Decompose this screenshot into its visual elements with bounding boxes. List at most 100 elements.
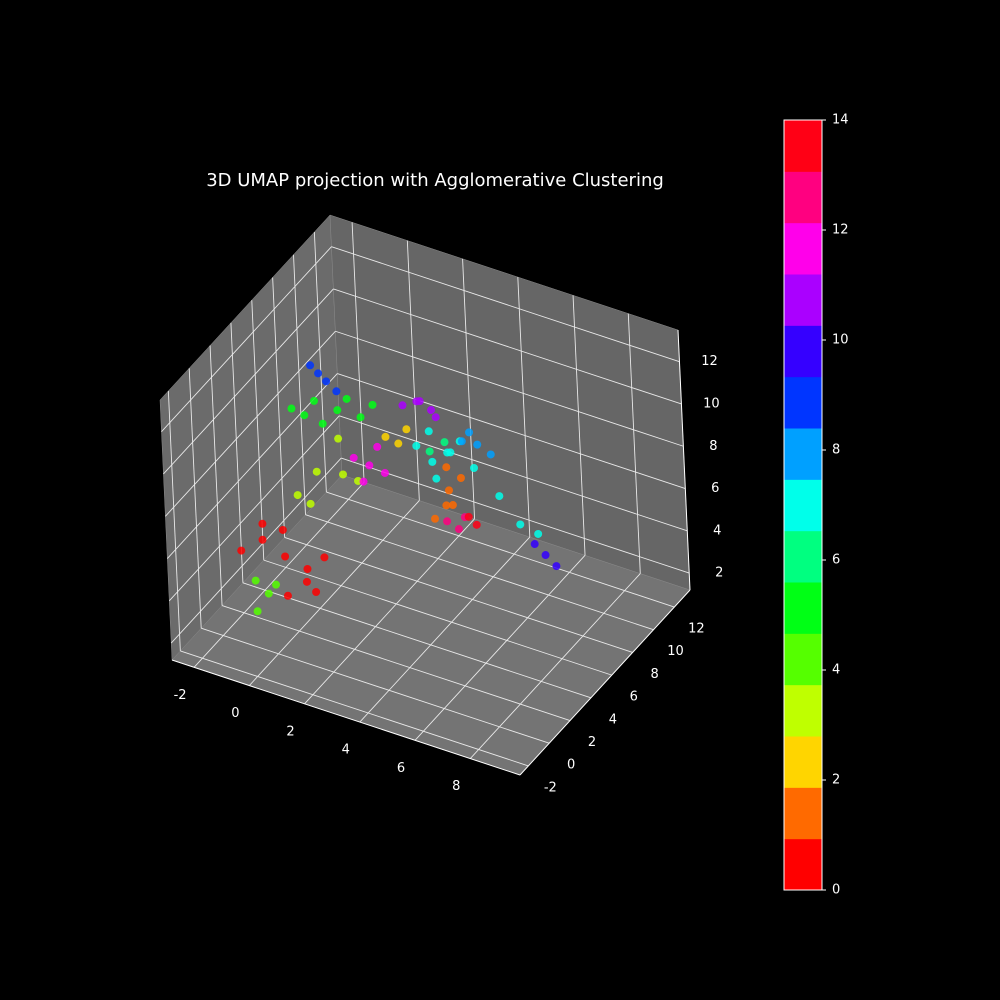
data-point — [486, 450, 495, 459]
colorbar-frame — [783, 119, 823, 891]
grid-line — [165, 330, 336, 517]
data-point — [381, 432, 390, 441]
grid-line — [414, 555, 586, 741]
colorbar-segment — [784, 838, 822, 891]
grid-line — [251, 300, 265, 561]
colorbar-tick-label: 14 — [832, 113, 849, 128]
data-point — [448, 501, 457, 510]
grid-line — [163, 288, 334, 475]
grid-line — [180, 650, 529, 767]
y-tick-label: 0 — [567, 758, 575, 773]
data-point — [293, 491, 302, 500]
data-point — [402, 425, 411, 434]
grid-line — [221, 605, 571, 721]
grid-line — [305, 514, 654, 631]
x-tick-label: 2 — [286, 724, 294, 739]
grid-line — [469, 573, 641, 759]
grid-line — [359, 536, 531, 723]
colorbar-tick-label: 2 — [832, 773, 840, 788]
data-point — [332, 387, 341, 396]
data-point — [281, 552, 290, 561]
data-point — [425, 447, 434, 456]
grid-line — [627, 313, 641, 574]
data-point — [306, 499, 315, 508]
data-point — [431, 514, 440, 523]
data-point — [237, 546, 246, 555]
data-point — [473, 440, 482, 449]
colorbar-segment — [784, 120, 822, 172]
y-tick-label: 12 — [688, 622, 705, 637]
data-point — [287, 404, 296, 413]
grid-line — [209, 345, 223, 606]
y-tick-label: -2 — [544, 780, 557, 795]
y-tick-label: 10 — [667, 644, 684, 659]
x-tick-label: -2 — [174, 688, 187, 703]
colorbar-tick-label: 12 — [832, 223, 849, 238]
colorbar-segment — [784, 428, 822, 480]
data-point — [258, 535, 267, 544]
data-point — [456, 474, 465, 483]
colorbar-segment — [784, 684, 822, 737]
data-point — [349, 453, 358, 462]
colorbar-tick-label: 4 — [832, 663, 840, 678]
data-point — [356, 413, 365, 422]
grid-line — [313, 232, 327, 493]
data-point — [428, 457, 437, 466]
data-point — [314, 369, 323, 378]
grid-line — [168, 415, 340, 602]
data-point — [258, 519, 267, 528]
x-tick-label: 8 — [452, 779, 460, 794]
data-point — [380, 468, 389, 477]
data-point — [398, 401, 407, 410]
data-point — [534, 529, 543, 538]
colorbar-segment — [784, 530, 822, 583]
colorbar-tick-label: 8 — [832, 443, 840, 458]
grid-line — [326, 491, 675, 608]
data-point — [444, 486, 453, 495]
y-tick-label: 8 — [650, 667, 658, 682]
data-point — [312, 588, 321, 597]
data-point — [306, 361, 315, 370]
grid-line — [166, 373, 338, 559]
z-tick-label: 10 — [703, 396, 720, 411]
y-tick-label: 2 — [588, 735, 596, 750]
data-point — [552, 562, 561, 571]
colorbar-segment — [784, 479, 822, 532]
grid-line — [339, 415, 688, 532]
data-point — [457, 437, 466, 446]
data-point — [278, 525, 287, 534]
data-point — [264, 589, 273, 598]
grid-line — [188, 368, 202, 629]
data-point — [339, 470, 348, 479]
data-point — [431, 413, 440, 422]
colorbar-segment — [784, 582, 822, 634]
grid-line — [304, 518, 475, 705]
colorbar-segment — [784, 633, 822, 686]
data-point — [443, 517, 452, 526]
y-tick-label: 4 — [609, 712, 617, 727]
grid-line — [161, 246, 332, 433]
data-point — [253, 607, 262, 616]
chart-title: 3D UMAP projection with Agglomerative Cl… — [206, 170, 664, 191]
grid-line — [335, 330, 684, 447]
grid-line — [572, 295, 586, 556]
colorbar-segment — [784, 325, 822, 378]
data-point — [442, 463, 451, 472]
grid-line — [284, 536, 633, 653]
grid-line — [242, 582, 592, 699]
grid-line — [331, 246, 680, 363]
grid-line — [263, 559, 612, 676]
grid-line — [230, 322, 244, 583]
z-tick-label: 4 — [713, 523, 721, 538]
data-point — [394, 439, 403, 448]
data-point — [300, 411, 309, 420]
data-point — [516, 520, 525, 529]
data-point — [427, 406, 436, 415]
grid-line — [249, 500, 420, 686]
data-point — [368, 400, 377, 409]
grid-line — [170, 457, 342, 644]
data-point — [310, 396, 319, 405]
data-point — [333, 406, 342, 415]
data-point — [359, 477, 368, 486]
